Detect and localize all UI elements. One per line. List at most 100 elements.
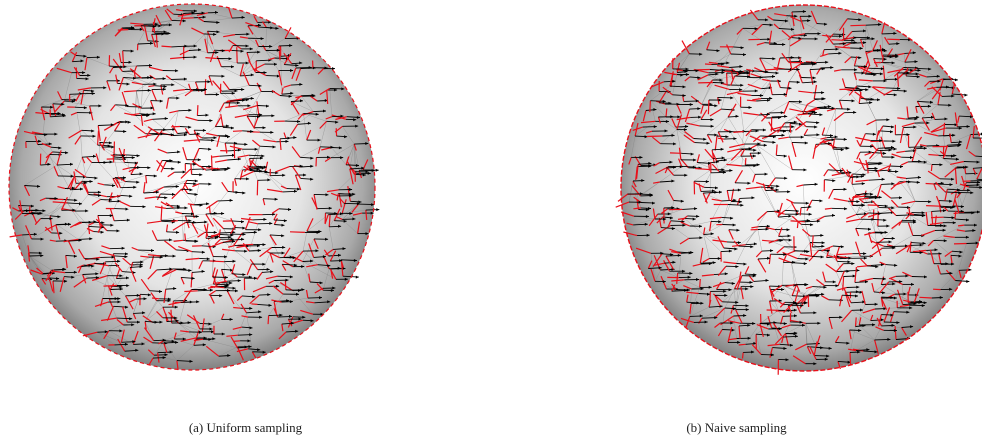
arrow-head (227, 166, 231, 170)
sample-segment (227, 39, 242, 50)
arrow-head (362, 173, 366, 177)
sample-segment (306, 264, 318, 268)
arrow-head (949, 183, 953, 187)
arrow-head (949, 199, 953, 203)
sample-segment (294, 174, 302, 191)
mesh-edge (161, 215, 186, 221)
sample-segment (865, 159, 869, 169)
arrow-head (883, 57, 887, 61)
arrow-head (799, 122, 802, 126)
arrow-head (296, 292, 299, 296)
arrow-head (307, 121, 311, 125)
sample-segment (253, 63, 265, 71)
sample-segment (957, 224, 965, 227)
arrow-head (749, 280, 753, 284)
sample-segment (841, 78, 846, 88)
arrow-head (848, 256, 852, 260)
sample-segment (778, 136, 789, 140)
arrow-head (340, 212, 343, 216)
sample-segment (191, 27, 204, 35)
mesh-edge (745, 323, 761, 345)
arrow-head (173, 287, 177, 290)
sample-segment (106, 306, 115, 321)
arrow-head (195, 215, 199, 218)
mesh-edge (893, 235, 913, 247)
arrow-head (855, 294, 858, 298)
sample-segment (752, 174, 756, 183)
sample-segment (292, 166, 302, 179)
arrow-head (882, 48, 886, 51)
mesh-edge (781, 262, 784, 286)
sample-segment (144, 196, 157, 199)
arrow-head (687, 275, 691, 279)
sample-segment (934, 215, 937, 227)
arrow-head (194, 193, 198, 196)
arrow-head (737, 188, 741, 192)
arrow-head (817, 32, 821, 36)
arrow-head (772, 57, 776, 61)
arrow-head (910, 325, 914, 329)
arrow-head (858, 329, 862, 332)
arrow-head (639, 155, 643, 159)
arrow-head (685, 73, 689, 76)
sample-segment (88, 226, 91, 235)
sample-segment (828, 317, 833, 330)
sample-segment (907, 222, 914, 236)
mesh-edge (303, 113, 307, 141)
arrow-head (780, 111, 784, 115)
sample-segment (632, 180, 637, 188)
arrow-head (682, 223, 686, 227)
arrow-head (117, 259, 121, 263)
sample-segment (48, 277, 54, 292)
arrow-head (358, 200, 362, 204)
arrow-head (376, 208, 380, 212)
arrow-head (903, 89, 907, 93)
arrow-head (164, 353, 168, 357)
sample-segment (746, 99, 757, 102)
mesh-edge (703, 234, 710, 259)
sample-segment (757, 258, 767, 273)
sample-segment (681, 40, 690, 55)
sample-segment (103, 122, 118, 131)
sample-segment (236, 47, 238, 64)
sample-segment (841, 167, 849, 177)
sample-segment (714, 295, 721, 307)
arrow-head (736, 228, 740, 232)
arrow-head (892, 282, 896, 286)
mesh-edge (784, 111, 803, 124)
arrow-head (859, 88, 863, 92)
mesh-edge (742, 24, 763, 29)
sample-segment (919, 296, 932, 299)
arrow-head (874, 166, 878, 170)
arrow-head (169, 267, 173, 271)
sample-segment (110, 194, 121, 199)
sample-segment (91, 199, 101, 206)
arrow-head (873, 73, 877, 77)
sample-segment (925, 211, 929, 226)
sample-segment (19, 200, 23, 214)
mesh-edge (849, 326, 856, 353)
arrow-head (240, 49, 244, 53)
arrow-head (913, 125, 917, 129)
sample-segment (904, 48, 912, 63)
sample-segment (942, 205, 949, 212)
arrow-head (905, 274, 909, 278)
arrow-head (126, 218, 130, 222)
mesh-edge (955, 243, 967, 281)
sample-segment (150, 100, 155, 111)
arrow-head (176, 230, 180, 234)
arrow-head (301, 265, 305, 268)
mesh-edge (108, 321, 128, 331)
mesh-edge (926, 250, 942, 265)
mesh-edge (741, 144, 745, 166)
arrow-head (864, 212, 868, 216)
sample-segment (640, 120, 656, 124)
mesh-edge (29, 255, 43, 279)
mesh-edge (717, 46, 734, 64)
arrow-head (685, 67, 689, 71)
sample-segment (698, 183, 702, 192)
sample-segment (114, 177, 119, 184)
arrow-head (84, 181, 88, 185)
arrow-head (103, 86, 107, 90)
mesh-edge (809, 242, 838, 262)
